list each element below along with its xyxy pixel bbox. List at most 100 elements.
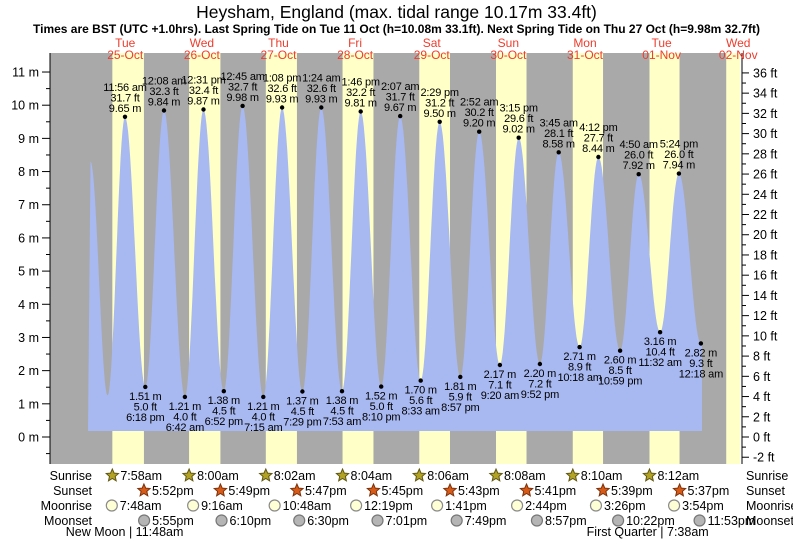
sunrise-row-label-left: Sunrise — [49, 469, 92, 483]
high-tide-marker — [319, 105, 324, 110]
low-tide-marker — [458, 374, 463, 380]
moon-phase-note: New Moon | 11:48am — [66, 525, 184, 539]
sunrise-time: 8:08am — [504, 469, 546, 483]
sunset-time: 5:43pm — [458, 484, 500, 498]
sunrise-time: 8:04am — [351, 469, 393, 483]
low-tide-annotation-line: 9:52 pm — [521, 389, 559, 401]
low-tide-annotation-line: 8:10 pm — [362, 412, 400, 424]
low-tide-annotation-line: 2.71 m — [563, 351, 595, 363]
sunrise-star-icon — [488, 467, 504, 482]
sunrise-star-icon — [181, 467, 197, 482]
low-tide-marker — [657, 330, 663, 335]
high-tide-annotation-line: 31.2 ft — [425, 97, 454, 109]
low-tide-annotation-line: 6:18 pm — [126, 412, 164, 424]
day-dow-label: Sat — [423, 36, 442, 50]
low-tide-annotation: 1.21 m4.0 ft6:42 am — [166, 401, 205, 434]
moonrise-entry: 9:16am — [187, 499, 243, 513]
low-tide-annotation-line: 5.0 ft — [370, 401, 393, 413]
y-axis-right-label: 10 ft — [753, 329, 778, 343]
day-date-label: 01-Nov — [642, 48, 681, 62]
sunrise-time: 7:58am — [120, 469, 162, 483]
low-tide-annotation-line: 4.5 ft — [291, 406, 314, 418]
moonset-entry: 6:30pm — [293, 514, 349, 528]
moonset-entry: 8:57pm — [530, 514, 587, 528]
y-axis-right-label: 34 ft — [753, 87, 778, 101]
moonset-circle-icon — [138, 514, 151, 527]
high-tide-annotation-line: 32.4 ft — [189, 85, 218, 97]
sunrise-time: 8:00am — [197, 469, 239, 483]
sunrise-entry: 8:10am — [565, 467, 622, 483]
high-tide-annotation-line: 9.81 m — [344, 98, 376, 110]
y-axis-right-label: -2 ft — [753, 451, 775, 465]
sunrise-time: 8:12am — [657, 469, 699, 483]
low-tide-annotation-line: 4.0 ft — [252, 411, 275, 423]
moonrise-circle-icon — [350, 499, 363, 512]
low-tide-annotation-line: 2.17 m — [484, 369, 516, 381]
low-tide-annotation-line: 1.21 m — [247, 401, 279, 413]
y-axis-left-label: 5 m — [18, 265, 39, 279]
low-tide-annotation: 2.17 m7.1 ft9:20 am — [481, 369, 520, 402]
y-axis-left-label: 11 m — [12, 66, 39, 80]
high-tide-annotation-line: 32.3 ft — [149, 86, 178, 98]
sunset-entry: 5:49pm — [212, 482, 270, 498]
low-tide-annotation-line: 5.9 ft — [449, 391, 472, 403]
y-axis-right-label: 20 ft — [753, 228, 778, 242]
y-axis-right-label: 16 ft — [753, 269, 778, 283]
sunset-star-icon — [212, 482, 228, 497]
high-tide-annotation-line: 2:29 pm — [421, 87, 459, 99]
sunset-time: 5:45pm — [381, 484, 423, 498]
low-tide-annotation: 1.70 m5.6 ft8:33 am — [402, 385, 441, 418]
high-tide-annotation-line: 8.44 m — [582, 143, 614, 155]
low-tide-annotation-line: 4.0 ft — [173, 411, 196, 423]
moonset-circle-icon — [293, 514, 306, 527]
low-tide-annotation-line: 5.6 ft — [409, 395, 432, 407]
y-axis-right — [741, 53, 749, 464]
high-tide-annotation-line: 31.7 ft — [110, 92, 139, 104]
low-tide-annotation-line: 9:20 am — [481, 390, 519, 402]
sunset-entry: 5:52pm — [136, 482, 194, 498]
y-axis-left-label: 8 m — [18, 165, 39, 179]
low-tide-annotation-line: 11:32 am — [638, 357, 681, 369]
y-axis-left-label: 4 m — [18, 298, 39, 312]
y-axis-left-label: 3 m — [18, 331, 39, 345]
high-tide-marker — [279, 105, 285, 110]
sunrise-entry: 8:02am — [258, 467, 316, 483]
high-tide-annotation-line: 11:56 am — [103, 82, 146, 94]
high-tide-annotation-line: 9.67 m — [384, 102, 416, 114]
high-tide-annotation-line: 3:15 pm — [500, 103, 538, 115]
moonrise-circle-icon — [667, 499, 681, 512]
sunset-star-icon — [136, 482, 152, 497]
low-tide-annotation-line: 6:52 pm — [205, 416, 243, 428]
y-axis-right-label: 6 ft — [753, 370, 771, 384]
high-tide-marker — [358, 109, 363, 114]
low-tide-annotation: 2.20 m7.2 ft9:52 pm — [521, 368, 560, 401]
high-tide-annotation-line: 3:45 am — [540, 117, 578, 129]
moonrise-time: 2:44pm — [525, 499, 567, 513]
sunrise-star-icon — [411, 467, 427, 482]
y-axis-left-label: 6 m — [18, 231, 39, 245]
high-tide-annotation-line: 9.87 m — [187, 96, 219, 108]
high-tide-marker — [556, 150, 561, 155]
y-axis-right-label: 2 ft — [753, 410, 771, 424]
low-tide-marker — [698, 341, 704, 346]
day-dow-label: Tue — [652, 36, 673, 50]
sunset-star-icon — [366, 482, 381, 497]
day-dow-label: Tue — [115, 36, 136, 50]
low-tide-annotation-line: 10.4 ft — [646, 347, 675, 359]
sunrise-star-icon — [565, 467, 581, 482]
high-tide-marker — [596, 154, 601, 160]
moonset-time: 6:10pm — [230, 514, 272, 528]
y-axis-right-label: 32 ft — [753, 107, 778, 121]
low-tide-marker — [182, 394, 188, 400]
tide-curve-area — [88, 105, 702, 432]
moonrise-time: 10:48am — [283, 499, 332, 513]
sunset-star-icon — [672, 482, 687, 497]
high-tide-annotation-line: 32.2 ft — [346, 87, 375, 99]
low-tide-annotation-line: 7.2 ft — [528, 379, 551, 391]
low-tide-annotation-line: 7:15 am — [244, 422, 282, 434]
